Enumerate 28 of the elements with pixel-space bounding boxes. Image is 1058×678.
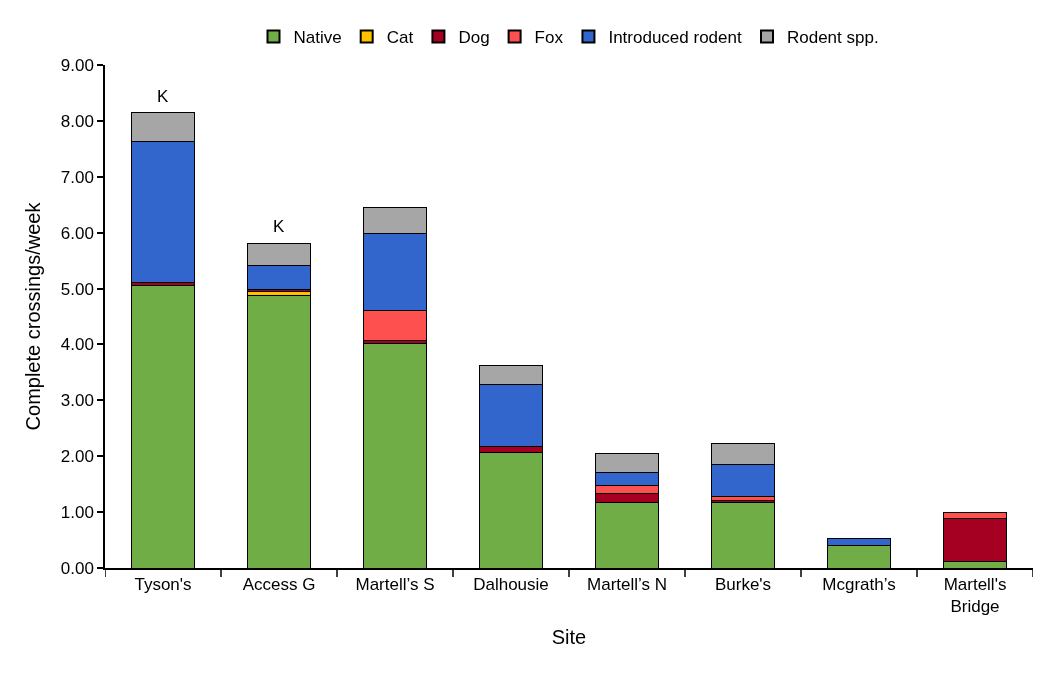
y-tick-label: 6.00 <box>60 223 94 243</box>
x-tick-label: Martell’s S <box>355 575 435 595</box>
x-tick-label: Martell’s N <box>587 575 667 595</box>
y-tick-label: 1.00 <box>60 503 94 523</box>
x-tick-label: Tyson's <box>134 575 192 595</box>
annotation: K <box>273 217 285 236</box>
x-tick-label: Dalhousie <box>473 575 549 595</box>
legend-label: Dog <box>458 28 490 48</box>
x-tick-label: Access G <box>242 575 316 595</box>
legend-label: Fox <box>534 28 564 48</box>
y-tick-label: 2.00 <box>60 447 94 467</box>
x-tick-label: Burke's <box>714 575 772 595</box>
x-tick-label: Martell's Bridge <box>943 575 1007 617</box>
y-tick-label: 9.00 <box>60 55 94 75</box>
y-tick-label: 3.00 <box>60 391 94 411</box>
x-axis-title: Site <box>551 626 587 649</box>
y-tick-label: 4.00 <box>60 335 94 355</box>
legend-label: Introduced rodent <box>608 28 742 48</box>
legend-label: Cat <box>386 28 414 48</box>
y-tick-label: 5.00 <box>60 279 94 299</box>
legend-label: Native <box>293 28 342 48</box>
y-axis-title: Complete crossings/week <box>21 201 44 431</box>
y-tick-label: 7.00 <box>60 167 94 187</box>
x-tick-label: Mcgrath’s <box>822 575 896 595</box>
y-tick-label: 8.00 <box>60 111 94 131</box>
legend-label: Rodent spp. <box>786 28 879 48</box>
annotation: K <box>157 87 169 106</box>
y-tick-label: 0.00 <box>60 558 94 578</box>
